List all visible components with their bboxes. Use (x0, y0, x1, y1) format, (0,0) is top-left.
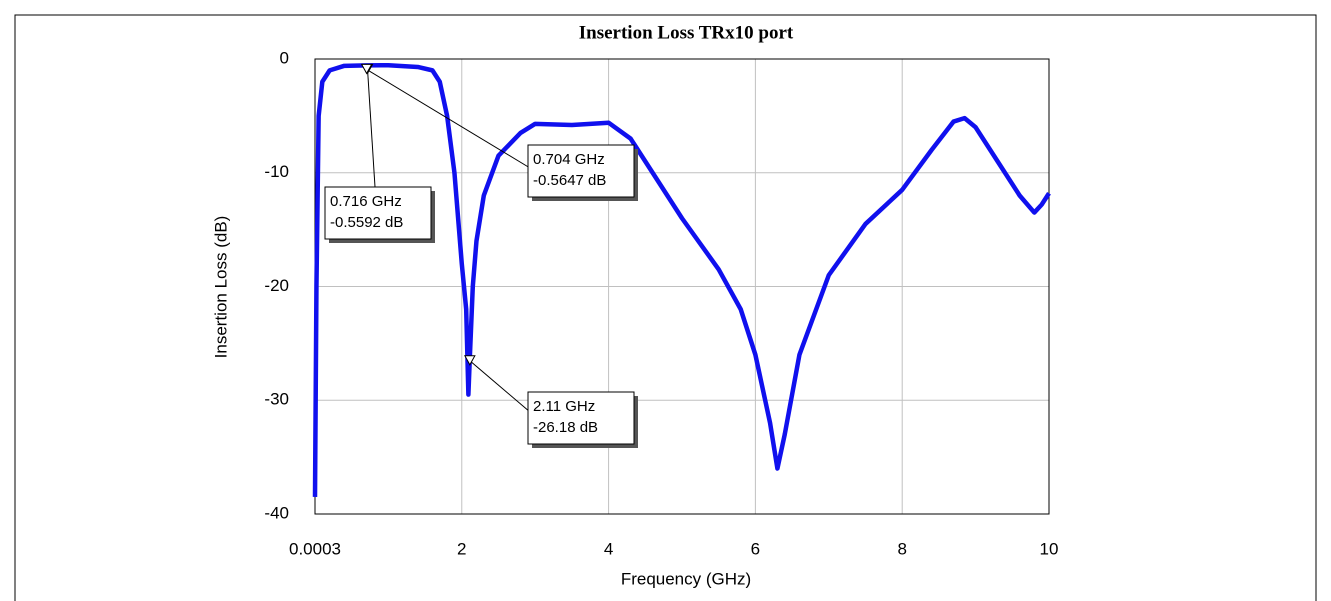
y-tick-label: -30 (264, 390, 289, 409)
x-tick-label: 4 (604, 539, 613, 558)
chart-title: Insertion Loss TRx10 port (579, 22, 794, 43)
y-axis-label: Insertion Loss (dB) (211, 216, 230, 359)
marker-text: -0.5647 dB (533, 172, 606, 189)
box (324, 186, 432, 240)
x-axis-label: Frequency (GHz) (621, 569, 751, 588)
marker-text: -26.18 dB (533, 419, 598, 436)
y-tick-label: -20 (264, 276, 289, 295)
box (527, 144, 635, 198)
marker-leader (367, 69, 376, 188)
marker-text: 0.716 GHz (330, 193, 402, 210)
x-tick-label: 2 (457, 539, 466, 558)
x-tick-label: 0.0003 (289, 539, 341, 558)
frame (14, 14, 1317, 601)
marker (464, 355, 476, 366)
marker-text: -0.5592 dB (330, 214, 403, 231)
x-tick-label: 8 (897, 539, 906, 558)
marker-leader (469, 360, 531, 413)
marker (360, 63, 373, 75)
marker-label: 0.704 GHz -0.5647 dB (527, 144, 638, 201)
y-tick-label: -10 (264, 162, 289, 181)
y-tick-label: -40 (264, 503, 289, 522)
line-series (312, 63, 1051, 497)
x-tick-label: 10 (1040, 539, 1059, 558)
box (527, 391, 635, 445)
marker-text: 2.11 GHz (533, 398, 595, 415)
marker-text: 0.704 GHz (533, 151, 605, 168)
marker-label: 0.716 GHz -0.5592 dB (324, 186, 435, 243)
marker-label: 2.11 GHz -26.18 dB (527, 391, 638, 448)
marker-leader (366, 68, 531, 169)
y-tick-label: 0 (280, 48, 289, 67)
x-tick-label: 6 (751, 539, 760, 558)
